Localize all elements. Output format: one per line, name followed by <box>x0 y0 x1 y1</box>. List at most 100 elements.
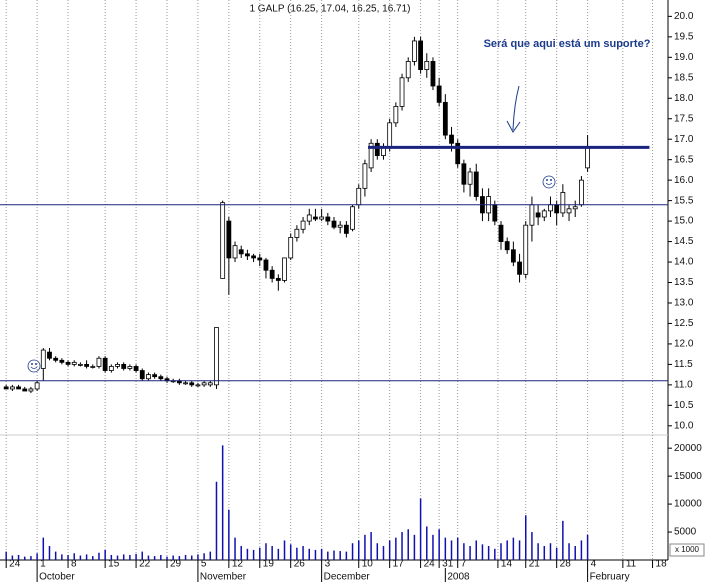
y-tick-label: 16.5 <box>674 154 694 165</box>
candle-body <box>245 253 250 257</box>
y-tick-label: 12.5 <box>674 318 694 329</box>
y-tick-label: 10.0 <box>674 420 694 431</box>
candle-body <box>517 261 522 275</box>
x-tick-label: 18 <box>656 559 668 570</box>
candle-body <box>412 40 417 62</box>
month-label: October <box>39 572 75 582</box>
candle-body <box>40 349 46 369</box>
candle-body <box>374 142 380 156</box>
x-tick-label: 10 <box>362 559 374 570</box>
candle-body <box>418 40 423 71</box>
month-label: November <box>200 572 247 582</box>
candle-body <box>300 220 306 230</box>
y-tick-label: 14.0 <box>674 257 694 268</box>
candle-body <box>306 214 312 222</box>
candle-body <box>387 122 393 148</box>
y-tick-label: 19.5 <box>674 31 694 42</box>
candle-body <box>288 237 294 259</box>
y-tick-label: 17.5 <box>674 113 694 124</box>
candle-body <box>579 179 584 206</box>
candle-body <box>319 216 325 220</box>
x-tick-label: 24 <box>9 559 21 570</box>
candle-body <box>115 363 120 367</box>
candle-body <box>350 206 355 230</box>
candle-body <box>504 241 510 251</box>
x-tick-label: 19 <box>263 559 275 570</box>
candle-body <box>455 142 461 165</box>
candle-body <box>541 210 547 218</box>
y-tick-label: 15.0 <box>674 216 694 227</box>
candle-body <box>368 142 374 169</box>
candle-body <box>393 106 399 124</box>
y-tick-label: 11.5 <box>674 359 693 370</box>
y-tick-label: 19.0 <box>674 52 694 63</box>
candle-body <box>47 351 52 359</box>
x-tick-label: 3 <box>325 559 331 570</box>
candle-body <box>9 386 15 390</box>
y-tick-label: 13.5 <box>674 277 694 288</box>
candle-body <box>195 384 201 387</box>
y-tick-label: 18.5 <box>674 72 694 83</box>
y-tick-label: 5000 <box>674 527 697 538</box>
x-tick-label: 24 <box>424 559 436 570</box>
candle-body <box>71 361 77 365</box>
candle-body <box>325 216 331 222</box>
candle-body <box>201 382 207 386</box>
candle-body <box>566 208 572 214</box>
candle-body <box>22 388 28 392</box>
candle-body <box>529 204 535 226</box>
candle-body <box>158 376 164 380</box>
y-tick-label: 14.5 <box>674 236 694 247</box>
candle-body <box>430 61 436 87</box>
candle-body <box>269 269 275 279</box>
candle-body <box>121 363 127 369</box>
candle-body <box>3 386 9 390</box>
candle-body <box>53 357 59 361</box>
x-tick-label: 31 <box>442 559 454 570</box>
x-tick-label: 15 <box>108 559 120 570</box>
x-tick-label: 21 <box>529 559 541 570</box>
candle-body <box>337 224 343 228</box>
candle-body <box>263 259 269 271</box>
candle-body <box>16 386 21 390</box>
candle-body <box>207 382 213 386</box>
candle-body <box>183 382 188 385</box>
x-tick-label: 1 <box>40 559 46 570</box>
smiley <box>27 359 41 373</box>
candle-body <box>146 374 151 380</box>
candle-body <box>442 101 448 136</box>
candle-body <box>473 171 479 197</box>
candle-body <box>467 171 473 185</box>
candle-body <box>585 146 590 169</box>
candle-body <box>449 134 454 144</box>
candle-body <box>554 204 560 214</box>
candle-body <box>436 85 442 103</box>
x-tick-label: 14 <box>501 559 513 570</box>
candle-body <box>294 228 300 238</box>
month-label: 2008 <box>447 572 470 582</box>
candle-body <box>523 224 529 275</box>
candle-body <box>59 359 65 363</box>
candle-body <box>133 366 139 371</box>
candle-body <box>275 278 281 281</box>
candle-body <box>90 366 96 368</box>
candle-body <box>461 163 467 185</box>
y-tick-label: 20000 <box>674 443 702 454</box>
y-tick-label: 12.0 <box>674 339 694 350</box>
chart-title: 1 GALP (16.25, 17.04, 16.25, 16.71) <box>249 4 410 15</box>
candle-body <box>362 163 368 189</box>
candle-body <box>102 357 108 371</box>
candle-body <box>424 61 430 71</box>
x-tick-label: 11 <box>626 559 637 570</box>
y-tick-label: 13.0 <box>674 298 694 309</box>
month-label: February <box>590 572 630 582</box>
candle-body <box>214 327 219 386</box>
y-tick-label: 10.5 <box>674 400 694 411</box>
candle-body <box>405 61 411 79</box>
candle-body <box>560 192 566 214</box>
unit-box <box>669 543 705 557</box>
candle-body <box>572 206 578 210</box>
